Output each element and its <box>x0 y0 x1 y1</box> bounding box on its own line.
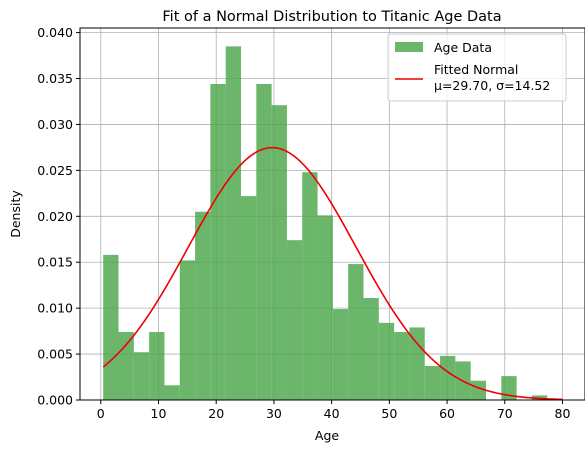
x-tick-label: 60 <box>439 406 455 421</box>
legend-fitted-normal-label: Fitted Normal <box>434 62 518 77</box>
legend: Age Data Fitted Normal μ=29.70, σ=14.52 <box>387 33 567 102</box>
histogram-bar <box>286 240 303 400</box>
x-tick-label: 50 <box>381 406 397 421</box>
x-axis-label: Age <box>315 428 339 443</box>
histogram-bar <box>363 298 379 400</box>
legend-age-data-swatch <box>395 42 423 52</box>
y-tick-label: 0.035 <box>37 71 73 86</box>
histogram-bar <box>179 260 196 400</box>
x-tick-label: 20 <box>208 406 224 421</box>
histogram-bar <box>271 105 287 401</box>
y-tick-label: 0.020 <box>37 209 73 224</box>
legend-age-data-label: Age Data <box>434 40 492 55</box>
histogram-bar <box>332 309 349 400</box>
histogram-bar <box>164 385 180 400</box>
histogram-bar <box>424 366 441 400</box>
histogram-bar <box>317 215 333 400</box>
x-tick-label: 40 <box>324 406 340 421</box>
x-tick-label: 0 <box>97 406 105 421</box>
x-tick-label: 30 <box>266 406 282 421</box>
y-tick-label: 0.025 <box>37 163 73 178</box>
y-axis-label: Density <box>8 190 23 238</box>
histogram-bar <box>133 352 150 400</box>
y-tick-label: 0.015 <box>37 255 73 270</box>
x-tick-label: 80 <box>555 406 571 421</box>
histogram-bar <box>256 84 272 400</box>
histogram-bar <box>440 355 456 400</box>
histogram-bar <box>118 332 134 400</box>
histogram-bar <box>241 196 257 400</box>
x-tick-label: 10 <box>151 406 167 421</box>
fitted-normal-line <box>102 146 563 401</box>
axis-ticks: 0 10 20 30 40 50 60 70 80 0.000 0.005 0.010 0.015 0.0… <box>37 25 570 421</box>
histogram-bar <box>103 254 119 400</box>
y-tick-label: 0.005 <box>37 347 73 362</box>
y-tick-label: 0.000 <box>37 393 73 408</box>
histogram-bar <box>225 46 242 401</box>
histogram-bar <box>378 322 395 400</box>
y-tick-label: 0.040 <box>37 25 73 40</box>
histogram-bar <box>394 332 410 400</box>
histogram-bar <box>149 332 165 400</box>
legend-fitted-normal-params: μ=29.70, σ=14.52 <box>434 78 550 93</box>
histogram-bars <box>103 46 548 401</box>
x-tick-label: 70 <box>497 406 513 421</box>
plot-frame <box>79 27 585 401</box>
y-tick-label: 0.030 <box>37 117 73 132</box>
legend-box <box>387 33 567 102</box>
y-tick-label: 0.010 <box>37 301 73 316</box>
histogram-bar <box>195 211 211 400</box>
chart-title: Fit of a Normal Distribution to Titanic … <box>162 9 501 25</box>
histogram-bar <box>302 172 318 400</box>
histogram-bar <box>409 327 425 400</box>
histogram-bar <box>348 264 364 400</box>
histogram-bar <box>210 84 226 400</box>
